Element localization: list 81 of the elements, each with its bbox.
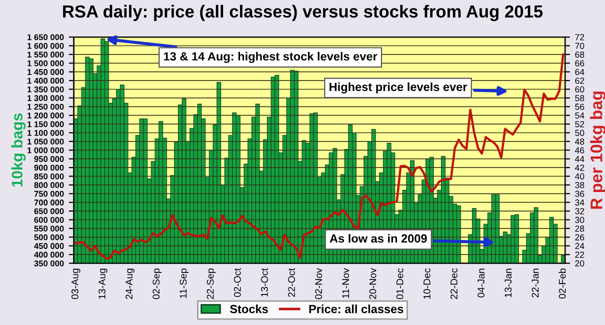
x-tick-label: 22-Oct xyxy=(288,268,295,297)
y2-tick-label: 46 xyxy=(574,147,584,154)
chart-title: RSA daily: price (all classes) versus stocks from Aug 2015 xyxy=(63,4,543,22)
y-tick-label: 650 000 xyxy=(34,208,64,214)
y-tick-label: 400 000 xyxy=(34,252,64,258)
x-tick-label: 02-Oct xyxy=(234,268,241,297)
annotation: As low as in 2009 xyxy=(330,234,427,243)
x-tick-label: 03-Aug xyxy=(71,268,80,300)
x-tick-label: 13-Jan xyxy=(504,268,512,298)
y-tick-label: 1 600 000 xyxy=(28,42,64,49)
x-tick-label: 11-Nov xyxy=(342,268,350,298)
y2-tick-label: 60 xyxy=(575,86,584,93)
y-tick-label: 1 100 000 xyxy=(28,130,64,136)
y-tick-label: 950 000 xyxy=(34,156,64,162)
y-tick-label: 750 000 xyxy=(34,190,64,197)
x-tick-label: 02-Nov xyxy=(315,268,322,300)
y-tick-label: 1 000 000 xyxy=(28,147,64,154)
y-tick-label: 1 400 000 xyxy=(28,78,64,84)
x-tick-label: 24-Aug xyxy=(126,268,134,299)
y-tick-label: 1 300 000 xyxy=(28,95,64,102)
y-tick-label: 1 550 000 xyxy=(28,52,64,58)
y2-tick-label: 58 xyxy=(575,95,584,102)
x-tick-label: 22-Jan xyxy=(532,268,539,298)
x-tick-label: 22-Dec xyxy=(450,268,458,299)
x-tick-label: 10-Dec xyxy=(423,268,430,299)
y2-tick-label: 66 xyxy=(575,60,584,66)
x-tick-label: 13-Oct xyxy=(261,268,268,297)
y2-tick-label: 68 xyxy=(575,52,584,58)
y-tick-label: 1 500 000 xyxy=(28,60,64,66)
y2-tick-label: 64 xyxy=(575,68,584,76)
y2-tick-label: 70 xyxy=(575,42,584,50)
y-tick-label: 350 000 xyxy=(34,260,64,266)
y2-tick-label: 30 xyxy=(575,216,584,224)
legend-label: Price: all classes xyxy=(309,304,404,314)
y-tick-label: 550 000 xyxy=(34,226,64,232)
x-tick-label: 11-Sep xyxy=(180,268,189,298)
y2-tick-label: 54 xyxy=(575,112,584,119)
x-tick-label: 13-Aug xyxy=(98,268,108,299)
y2-tick-label: 62 xyxy=(575,78,584,84)
y2-tick-label: 32 xyxy=(575,208,584,214)
y-tick-label: 1 150 000 xyxy=(28,121,64,128)
line-series xyxy=(74,53,564,260)
y-tick-label: 600 000 xyxy=(34,216,64,223)
annotation: Highest price levels ever xyxy=(330,82,468,94)
legend-label: Stocks xyxy=(230,304,268,314)
y2-tick-label: 56 xyxy=(575,104,584,110)
y-tick-label: 1 200 000 xyxy=(28,112,64,118)
y2-tick-label: 50 xyxy=(575,130,584,136)
y-tick-label: 1 450 000 xyxy=(28,69,64,75)
y2-tick-label: 26 xyxy=(575,234,584,240)
y-tick-label: 1 050 000 xyxy=(28,138,64,145)
y2-tick-label: 36 xyxy=(575,190,584,197)
x-tick-label: 04-Jan xyxy=(478,268,485,298)
y2-tick-label: 48 xyxy=(574,138,584,145)
y-tick-label: 1 350 000 xyxy=(28,86,64,92)
y2-tick-label: 44 xyxy=(574,156,584,162)
y-tick-label: 700 000 xyxy=(34,200,64,206)
y2-tick-label: 20 xyxy=(575,260,584,267)
x-tick-label: 02-Sep xyxy=(152,268,162,300)
y2-tick-label: 38 xyxy=(575,182,584,188)
y2-tick-label: 72 xyxy=(575,34,584,40)
y2-tick-label: 34 xyxy=(575,199,584,206)
y-tick-label: 800 000 xyxy=(34,182,64,188)
annotation: 13 & 14 Aug: highest stock levels ever xyxy=(164,52,378,63)
y-tick-label: 500 000 xyxy=(34,234,64,240)
x-tick-label: 22-Sep xyxy=(206,268,216,299)
y-tick-label: 900 000 xyxy=(34,164,64,171)
y-tick-label: 1 250 000 xyxy=(28,104,64,110)
x-tick-label: 20-Nov xyxy=(369,268,376,299)
y-axis-title: 10kg bags xyxy=(11,113,26,187)
x-tick-label: 01-Dec xyxy=(396,268,404,300)
y2-tick-label: 28 xyxy=(575,226,584,232)
y-tick-label: 850 000 xyxy=(34,173,64,180)
y2-tick-label: 22 xyxy=(575,252,584,258)
x-tick-label: 02-Feb xyxy=(558,268,566,299)
y2-tick-label: 42 xyxy=(574,164,584,171)
y2-tick-label: 40 xyxy=(574,173,584,180)
y2-tick-label: 24 xyxy=(575,242,584,250)
y-tick-label: 450 000 xyxy=(34,243,64,249)
y2-tick-label: 52 xyxy=(575,121,584,128)
y-tick-label: 1 650 000 xyxy=(28,34,64,40)
